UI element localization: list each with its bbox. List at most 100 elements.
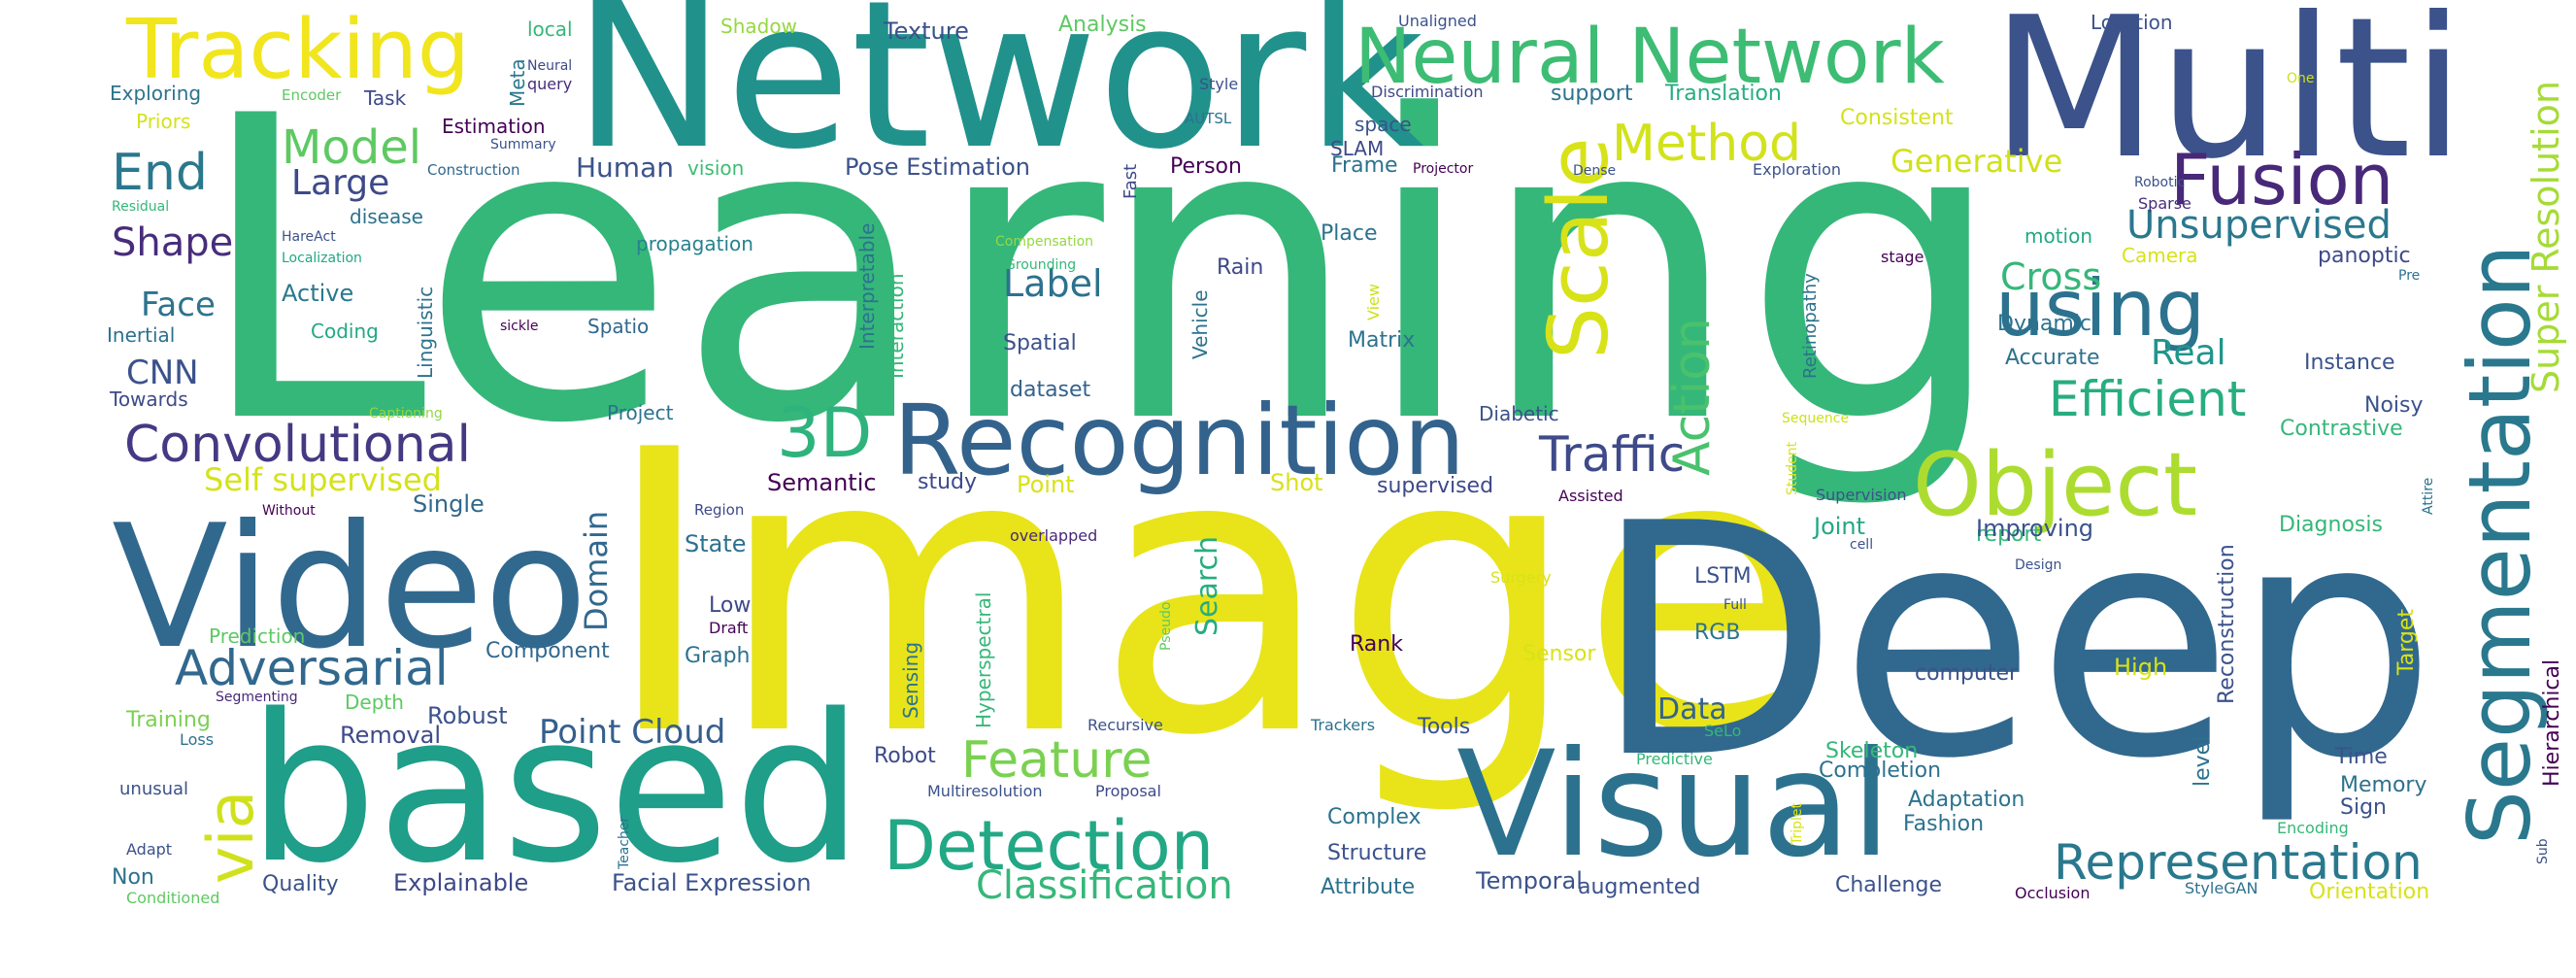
word-search: Search (1190, 536, 1224, 636)
word-consistent: Consistent (1840, 106, 1954, 130)
word-unaligned: Unaligned (1398, 12, 1477, 30)
word-real: Real (2151, 333, 2226, 373)
word-sign: Sign (2340, 795, 2387, 820)
word-vehicle: Vehicle (1188, 289, 1212, 359)
word-scale: Scale (1531, 137, 1627, 359)
word-hareact: HareAct (282, 229, 336, 245)
word-neural: Neural (527, 58, 572, 74)
word-camera: Camera (2122, 244, 2198, 267)
word-level: level (2191, 736, 2215, 787)
word-translation: Translation (1664, 82, 1782, 106)
word-compensation: Compensation (995, 234, 1093, 250)
word-accurate: Accurate (2005, 346, 2100, 370)
word-shot: Shot (1270, 469, 1323, 496)
word-spatial: Spatial (1003, 331, 1077, 355)
word-support: support (1551, 82, 1633, 106)
word-propagation: propagation (636, 232, 753, 255)
word-data: Data (1657, 692, 1727, 726)
word-surgery: Surgery (1490, 568, 1552, 587)
word-explainable: Explainable (393, 869, 528, 896)
word-structure: Structure (1327, 841, 1426, 865)
word-multi: Multi (1991, 0, 2465, 202)
word-diabetic: Diabetic (1479, 402, 1559, 425)
word-neural-network: Neural Network (1355, 14, 1945, 101)
word-encoder: Encoder (282, 86, 342, 104)
word-selo: SeLo (1704, 722, 1741, 740)
word-meta: Meta (506, 58, 529, 107)
word-component: Component (485, 639, 610, 663)
word-triplet: Triplet (1790, 802, 1805, 846)
word-complex: Complex (1327, 805, 1422, 829)
word-noisy: Noisy (2364, 393, 2424, 418)
word-action: Action (1663, 318, 1722, 476)
word-tracking: Tracking (125, 2, 470, 98)
word-cnn: CNN (126, 354, 199, 392)
word-point: Point (1017, 471, 1075, 498)
word-analysis: Analysis (1058, 13, 1147, 37)
word-vision: vision (687, 156, 744, 180)
word-dynamic: Dynamic (1997, 312, 2091, 336)
word-adversarial: Adversarial (175, 640, 449, 696)
word-hyperspectral: Hyperspectral (972, 592, 995, 728)
word-linguistic: Linguistic (414, 287, 437, 379)
word-cell: cell (1850, 537, 1873, 553)
word-inertial: Inertial (107, 323, 175, 347)
word-interaction: Interaction (885, 273, 908, 379)
word-stage: stage (1881, 248, 1924, 266)
word-without: Without (262, 503, 316, 519)
word-retinopathy: Retinopathy (1800, 273, 1821, 379)
word-unusual: unusual (119, 779, 188, 799)
word-image: Image (602, 369, 1819, 821)
word-challenge: Challenge (1835, 873, 1942, 897)
word-diagnosis: Diagnosis (2279, 513, 2383, 537)
word-hierarchical: Hierarchical (2540, 659, 2564, 787)
word-efficient: Efficient (2049, 371, 2246, 427)
word-place: Place (1321, 221, 1378, 246)
word-loss: Loss (180, 730, 214, 749)
word-object: Object (1913, 434, 2197, 536)
word-quality: Quality (262, 872, 339, 896)
word-local: local (527, 17, 573, 41)
word-slam: SLAM (1330, 137, 1384, 160)
word-rgb: RGB (1694, 621, 1740, 645)
word-overlapped: overlapped (1010, 526, 1097, 545)
word-person: Person (1170, 154, 1242, 179)
word-instance: Instance (2304, 351, 2395, 375)
word-shadow: Shadow (720, 15, 797, 38)
word-trackers: Trackers (1310, 716, 1375, 734)
word-pre: Pre (2398, 268, 2420, 284)
word-completion: Completion (1819, 759, 1941, 783)
word-texture: Texture (883, 17, 969, 45)
word-detection: Detection (884, 806, 1214, 886)
word-removal: Removal (340, 722, 441, 749)
word-task: Task (363, 86, 407, 110)
word-fast: Fast (1121, 164, 1141, 199)
word-disease: disease (350, 205, 423, 228)
word-robotic: Robotic (2134, 175, 2185, 190)
word-design: Design (2015, 557, 2061, 573)
word-label: Label (1003, 262, 1103, 305)
word-space: space (1355, 113, 1412, 136)
word-construction: Construction (427, 161, 520, 179)
word-sensor: Sensor (1522, 642, 1596, 666)
word-exploration: Exploration (1753, 160, 1841, 179)
word-robust: Robust (427, 702, 508, 729)
word-location: Location (2091, 11, 2173, 34)
word-depth: Depth (345, 691, 404, 714)
word-one: One (2287, 71, 2315, 86)
word-learning: Learning (194, 29, 2007, 515)
word-large: Large (291, 163, 389, 203)
word-sickle: sickle (500, 319, 539, 334)
word-cross: Cross (2000, 255, 2101, 298)
word-sequence: Sequence (1782, 411, 1849, 426)
word-view: View (1364, 284, 1383, 320)
word-pseudo: Pseudo (1158, 602, 1174, 651)
word-traffic: Traffic (1538, 426, 1685, 483)
word-student: Student (1785, 441, 1800, 495)
word-generative: Generative (1890, 143, 2062, 180)
word-segmentation: Segmentation (2450, 245, 2550, 846)
word-tools: Tools (1417, 715, 1470, 739)
word-style: Style (1199, 75, 1238, 93)
word-interpretable: Interpretable (855, 223, 879, 350)
word-panoptic: panoptic (2318, 244, 2411, 268)
